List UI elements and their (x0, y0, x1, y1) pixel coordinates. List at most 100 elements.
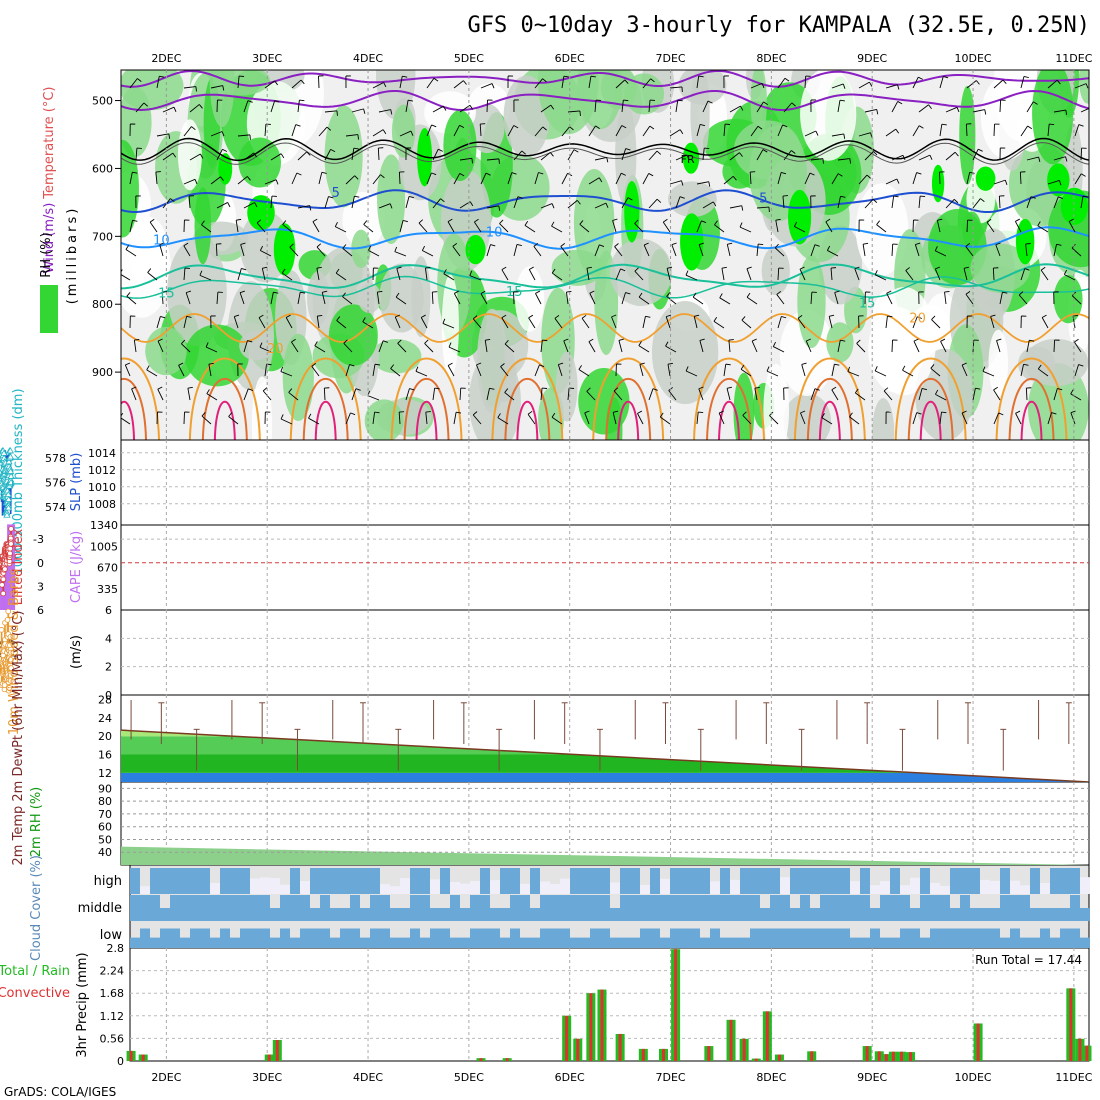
wind-barb (726, 388, 731, 401)
wind-barb (469, 275, 482, 281)
wind-barb-feather (501, 266, 507, 271)
wind-barb (316, 246, 326, 257)
precip-convective-bar (707, 1046, 711, 1061)
wind-barb-feather (573, 149, 579, 153)
wind-barb (996, 340, 1001, 353)
wind-barb-feather (934, 246, 938, 251)
wind-barb (972, 148, 979, 161)
cloud-cell (220, 928, 230, 948)
wind-barb (702, 148, 705, 161)
cape-tick-label: 335 (97, 583, 118, 596)
wind-barb-feather (598, 177, 603, 183)
wind-barb-feather (1004, 179, 1008, 186)
wind-barb-feather (299, 99, 305, 102)
wind-barb-feather (443, 269, 447, 274)
wind-barb (825, 221, 833, 233)
wind-barb (648, 100, 651, 113)
wind-barb (1080, 147, 1083, 161)
wind-barb-feather (921, 387, 928, 391)
cloud-cell (740, 937, 750, 948)
wind-barb-feather (986, 218, 992, 223)
rh-cell (970, 243, 1031, 293)
wind-barb-feather (886, 290, 892, 294)
cloud-cell (260, 877, 270, 894)
wind-barb-feather (849, 412, 853, 417)
wind-barb (399, 220, 404, 233)
wind-barb (615, 268, 621, 281)
wind-barb-feather (1078, 124, 1084, 127)
wind-barb (992, 267, 995, 281)
wind-barb (398, 411, 401, 425)
wind-barb (783, 102, 793, 113)
rh-point (2, 792, 7, 797)
wind-barb-feather (961, 410, 967, 414)
wind-barb-feather (258, 314, 264, 318)
wind-barb-feather (707, 100, 713, 104)
wind-barb (912, 77, 919, 89)
isotherm-20-loop (289, 357, 362, 440)
cloud-cell (790, 868, 800, 894)
wind-barb (1047, 412, 1053, 425)
wind-barb (501, 317, 509, 329)
wind-barb-feather (314, 341, 318, 346)
wind-barb (756, 244, 759, 257)
wind-barb-feather (1074, 338, 1079, 343)
wind-barb (243, 152, 254, 161)
wind-barb-feather (605, 202, 609, 208)
wind-barb (999, 99, 1002, 113)
cloud-cell (170, 868, 180, 894)
wind-barb (534, 172, 539, 185)
wind-barb (751, 340, 758, 353)
wind-barb-feather (186, 315, 192, 318)
wind-barb (486, 99, 488, 113)
rh-area-group (1, 787, 1089, 865)
cloud-cell (200, 868, 210, 894)
cloud-cell (880, 895, 890, 921)
cloud-cell (370, 895, 380, 921)
cloud-cell (330, 937, 340, 948)
wind-barb (205, 346, 218, 353)
upper-air-side-label: Wind (m/s)Temperature (°C) (42, 87, 57, 274)
wind-barb (459, 387, 462, 401)
wind-barb-feather (963, 266, 969, 269)
day-label-bottom: 6DEC (555, 1071, 585, 1084)
wind-barb-feather (863, 242, 869, 245)
rh-cell (555, 351, 578, 422)
wind-barb-feather (397, 339, 402, 344)
wind-barb (394, 316, 401, 329)
wind-barb-feather (205, 342, 209, 348)
wind-barb-feather (528, 314, 534, 319)
cloud-cell (560, 928, 570, 948)
day-label-top: 8DEC (756, 52, 786, 65)
wind-barb-feather (800, 410, 806, 414)
day-label-top: 11DEC (1055, 52, 1092, 65)
precip-convective-bar (742, 1038, 746, 1061)
cloud-cell (170, 895, 180, 921)
thickness-line-point (3, 511, 11, 518)
precip-convective-bar (618, 1033, 622, 1061)
wind-barb (642, 173, 650, 185)
wind-barb-feather (281, 268, 286, 274)
cloud-cell (820, 868, 830, 894)
wind-barb-feather (533, 243, 539, 247)
wind-barb-feather (825, 218, 831, 223)
wind-barb-feather (199, 270, 203, 276)
wind-barb (847, 371, 860, 377)
cloud-cell (130, 895, 140, 921)
rh-point (5, 818, 10, 823)
wind-barb-feather (220, 176, 224, 181)
wind-barb (746, 268, 752, 281)
wind-barb (390, 368, 401, 377)
cloud-cell (400, 908, 410, 921)
rh-point (4, 787, 9, 792)
rh-point (1, 854, 6, 859)
cloud-cell (520, 883, 530, 894)
precip-convective-bar (884, 1054, 888, 1061)
wind-barb-feather (944, 291, 950, 293)
day-label-bottom: 3DEC (252, 1071, 282, 1084)
wind-barb (749, 171, 752, 185)
cape-tick-label: 670 (97, 562, 118, 575)
wind-barb-feather (814, 244, 820, 247)
wind-barb (913, 340, 920, 353)
wind-barb-feather (550, 104, 555, 110)
